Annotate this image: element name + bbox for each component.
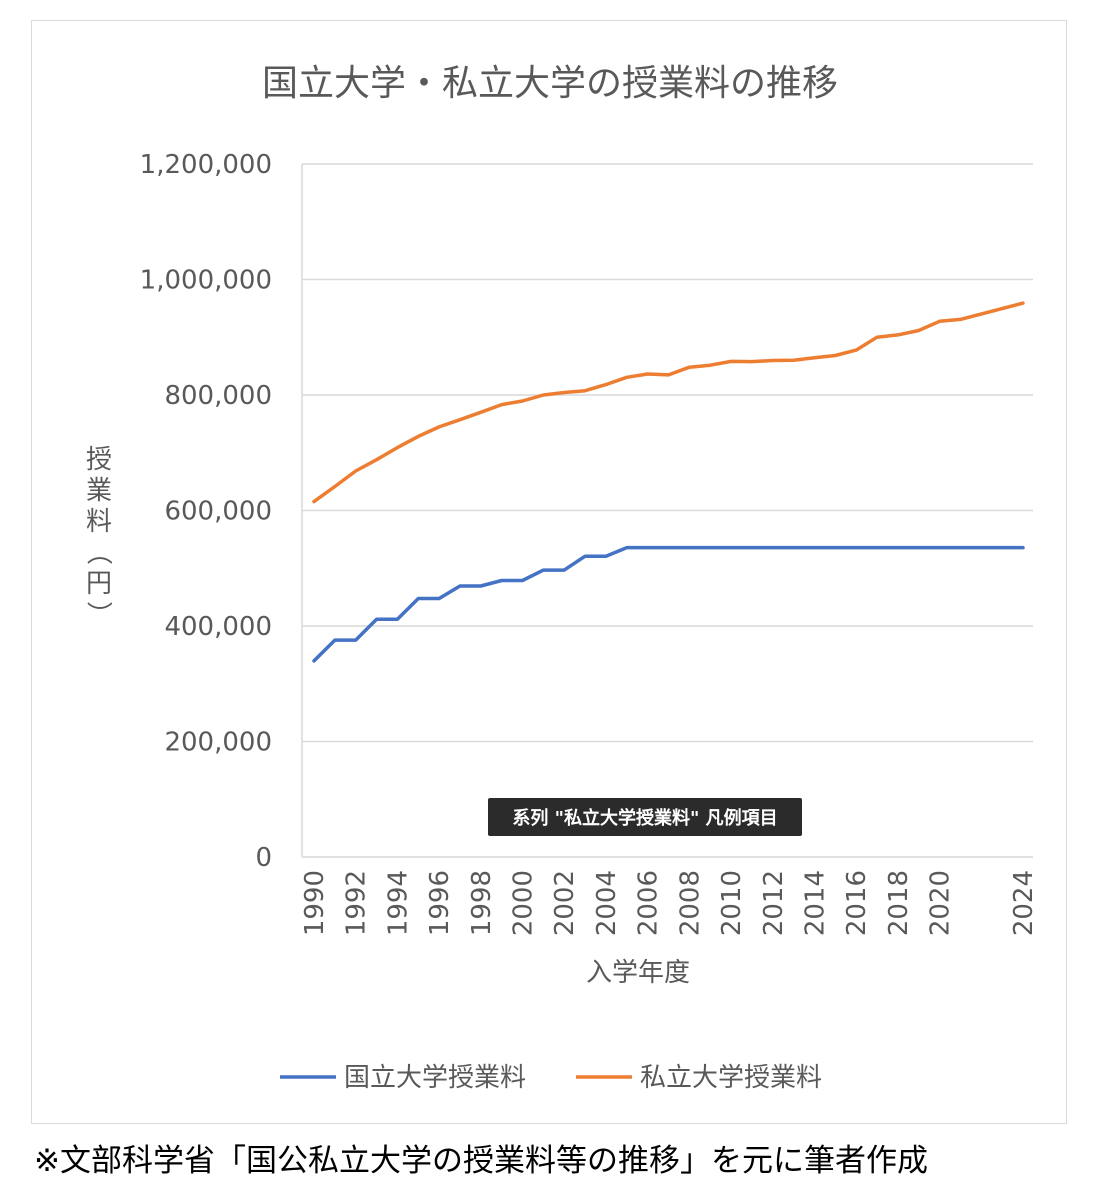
y-axis-label-char: 授 xyxy=(86,445,112,475)
y-axis-label-char: 料 xyxy=(86,507,112,537)
gridlines xyxy=(301,163,1033,858)
x-tick-label: 2016 xyxy=(842,870,872,936)
x-tick-label: 2012 xyxy=(759,870,789,936)
x-tick-labels: 1990 1992 1994 1996 1998 2000 2002 2004 2006 2008… xyxy=(300,870,1039,936)
y-axis-label-char: （ xyxy=(83,539,113,565)
y-axis-label-char: 円 xyxy=(86,569,112,599)
x-tick-label: 1992 xyxy=(342,870,372,936)
y-tick-label: 600,000 xyxy=(164,497,272,527)
x-tick-label: 2008 xyxy=(675,870,705,936)
x-tick-label: 2002 xyxy=(550,870,580,936)
footnote: ※文部科学省「国公私立大学の授業料等の推移」を元に筆者作成 xyxy=(34,1143,928,1179)
series-lines xyxy=(312,301,1025,663)
x-tick-label: 2000 xyxy=(509,870,539,936)
legend-label[interactable]: 私立大学授業料 xyxy=(640,1063,822,1093)
series-line-1[interactable] xyxy=(312,301,1025,504)
y-tick-label: 400,000 xyxy=(164,612,272,642)
y-axis-label-char: 業 xyxy=(86,476,112,506)
x-tick-label: 2006 xyxy=(634,870,664,936)
y-axis-label: 授業料（ 円） xyxy=(83,445,113,627)
y-tick-label: 0 xyxy=(255,843,272,873)
y-tick-label: 200,000 xyxy=(164,728,272,758)
x-tick-label: 1996 xyxy=(425,870,455,936)
x-tick-label: 2004 xyxy=(592,870,622,936)
legend-label[interactable]: 国立大学授業料 xyxy=(344,1063,526,1093)
y-tick-label: 1,000,000 xyxy=(140,266,272,296)
x-tick-label: 2014 xyxy=(800,870,830,936)
x-tick-label: 2010 xyxy=(717,870,747,936)
x-tick-label: 2018 xyxy=(884,870,914,936)
x-tick-label: 1990 xyxy=(300,870,330,936)
series-line-0[interactable] xyxy=(312,545,1025,663)
chart-frame xyxy=(31,20,1067,1124)
x-axis-label: 入学年度 xyxy=(586,958,690,988)
y-tick-labels: 0 200,000 400,000 600,000 800,000 1,000,000 1,… xyxy=(140,150,272,873)
x-tick-label: 1998 xyxy=(467,870,497,936)
y-tick-label: 800,000 xyxy=(164,381,272,411)
legend[interactable]: 国立大学授業料 私立大学授業料 xyxy=(280,1063,822,1093)
legend-tooltip: 系列 "私立大学授業料" 凡例項目 xyxy=(488,798,802,836)
line-chart: 国立大学・私立大学の授業料の推移 0 200,000 400,000 600,000 8… xyxy=(83,63,1039,1093)
svg-text:系列 "私立大学授業料" 凡例項目: 系列 "私立大学授業料" 凡例項目 xyxy=(512,807,777,829)
y-tick-label: 1,200,000 xyxy=(140,150,272,180)
y-axis-label-char: ） xyxy=(83,601,113,627)
chart-title: 国立大学・私立大学の授業料の推移 xyxy=(262,63,838,104)
x-tick-label: 2024 xyxy=(1009,870,1039,936)
x-tick-label: 1994 xyxy=(383,870,413,936)
x-tick-label: 2020 xyxy=(926,870,956,936)
